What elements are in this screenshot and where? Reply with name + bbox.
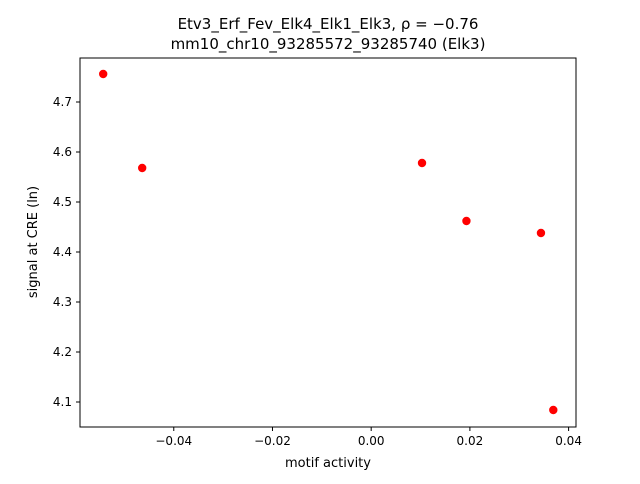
y-tick-label: 4.1	[53, 395, 72, 409]
data-points	[98, 69, 558, 415]
chart-title: Etv3_Erf_Fev_Elk4_Elk1_Elk3, ρ = −0.76	[178, 15, 479, 34]
plot-area	[79, 57, 577, 428]
x-tick-label: 0.02	[457, 434, 484, 448]
x-axis-label: motif activity	[285, 456, 371, 471]
y-tick-label: 4.6	[53, 145, 72, 159]
data-point	[536, 228, 546, 238]
data-point	[549, 405, 558, 415]
data-point	[417, 158, 427, 168]
x-tick-label: −0.04	[155, 434, 192, 448]
data-point	[137, 163, 147, 173]
y-tick-label: 4.4	[53, 245, 72, 259]
y-axis: 4.1 4.2 4.3 4.4 4.5 4.6 4.7	[53, 95, 80, 409]
x-tick-label: −0.02	[254, 434, 291, 448]
y-tick-label: 4.3	[53, 295, 72, 309]
data-point	[462, 216, 471, 226]
y-tick-label: 4.2	[53, 345, 72, 359]
chart-subtitle: mm10_chr10_93285572_93285740 (Elk3)	[171, 35, 486, 54]
x-tick-label: 0.00	[358, 434, 385, 448]
y-tick-label: 4.7	[53, 95, 72, 109]
x-axis: −0.04 −0.02 0.00 0.02 0.04	[155, 427, 582, 448]
x-tick-label: 0.04	[555, 434, 582, 448]
data-point	[98, 69, 108, 79]
y-tick-label: 4.5	[53, 195, 72, 209]
y-axis-label: signal at CRE (ln)	[26, 186, 41, 298]
